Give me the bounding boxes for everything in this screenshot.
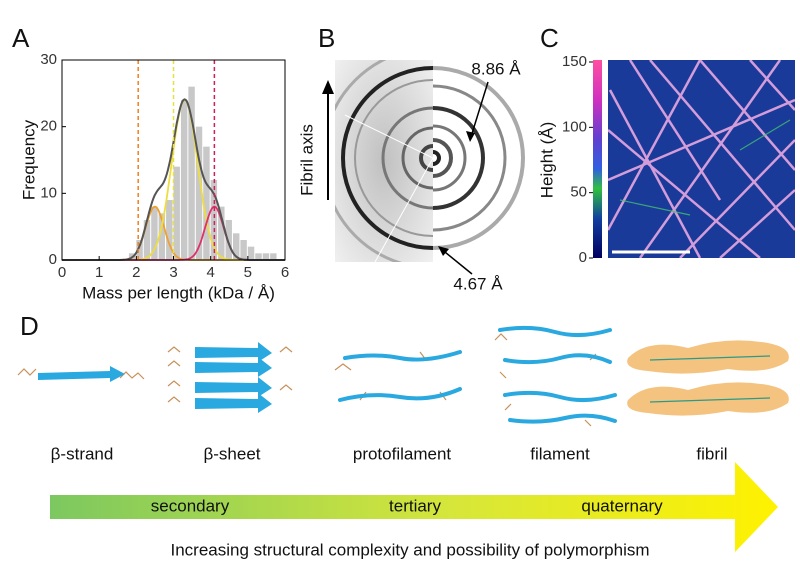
histogram-bar bbox=[174, 167, 180, 260]
afm-image bbox=[608, 60, 795, 258]
histogram-bar bbox=[248, 247, 254, 260]
figure: B Fibril axis 8.86 Å 4.67 Å C Height (Å)… bbox=[0, 0, 800, 561]
y-axis-label: Frequency bbox=[19, 119, 38, 200]
x-axis-label: Mass per length (kDa / Å) bbox=[82, 283, 275, 302]
colorbar-tick-label: 50 bbox=[570, 184, 587, 201]
stage-label: protofilament bbox=[353, 444, 452, 463]
stage-label: β-strand bbox=[51, 444, 114, 463]
annotation: 8.86 Å bbox=[471, 59, 521, 78]
x-tick-label: 1 bbox=[95, 264, 103, 281]
panel-label: C bbox=[540, 23, 559, 53]
y-tick-label: 0 bbox=[49, 251, 57, 268]
x-tick-label: 6 bbox=[281, 264, 289, 281]
molecular-cartoons bbox=[18, 328, 789, 552]
level-label: tertiary bbox=[389, 496, 441, 515]
x-tick-label: 5 bbox=[244, 264, 252, 281]
x-tick-label: 0 bbox=[58, 264, 66, 281]
panel-label: B bbox=[318, 23, 335, 53]
histogram-bar bbox=[240, 240, 246, 260]
histogram-bar bbox=[181, 100, 187, 260]
axis-label: Fibril axis bbox=[297, 124, 316, 196]
stage-label: β-sheet bbox=[203, 444, 260, 463]
axis-label: Height (Å) bbox=[537, 122, 556, 199]
colorbar-tick-label: 100 bbox=[562, 118, 587, 135]
y-tick-label: 20 bbox=[40, 118, 57, 135]
colorbar-tick-label: 150 bbox=[562, 53, 587, 70]
x-tick-label: 4 bbox=[206, 264, 214, 281]
y-tick-label: 30 bbox=[40, 51, 57, 68]
colorbar bbox=[593, 60, 602, 258]
x-tick-label: 3 bbox=[169, 264, 177, 281]
diffraction-image bbox=[322, 48, 543, 274]
stage-label: filament bbox=[530, 444, 590, 463]
panel-label: A bbox=[12, 23, 30, 53]
level-label: quaternary bbox=[581, 496, 663, 515]
x-tick-label: 2 bbox=[132, 264, 140, 281]
annotation: 4.67 Å bbox=[453, 274, 503, 293]
stage-label: fibril bbox=[696, 444, 727, 463]
y-tick-label: 10 bbox=[40, 184, 57, 201]
level-label: secondary bbox=[151, 496, 230, 515]
colorbar-tick-label: 0 bbox=[579, 249, 587, 266]
panel-label: D bbox=[20, 311, 39, 341]
caption: Increasing structural complexity and pos… bbox=[170, 540, 649, 559]
